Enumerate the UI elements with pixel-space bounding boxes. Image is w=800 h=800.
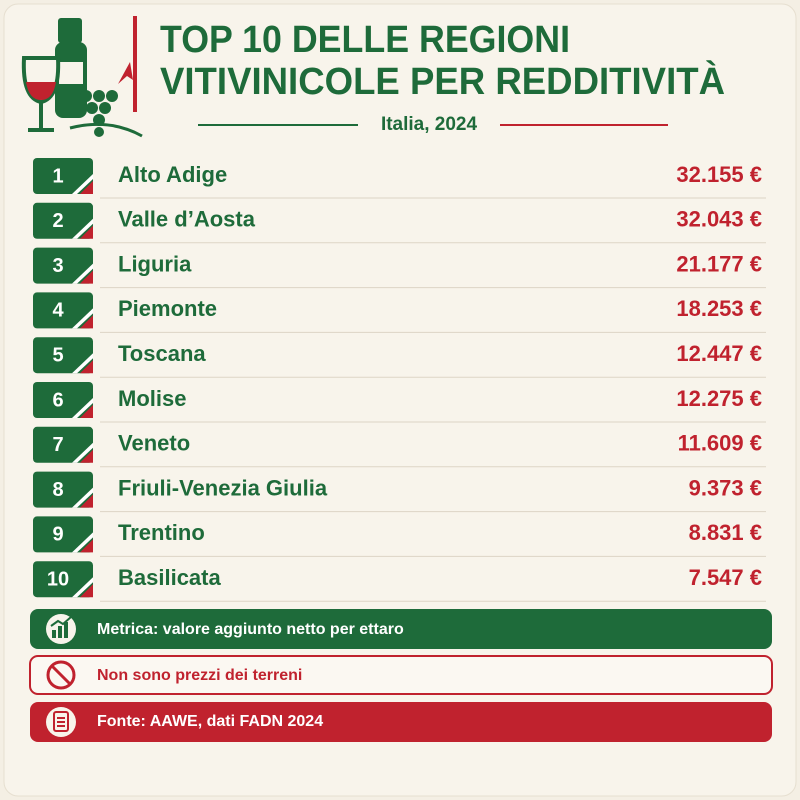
table-row: 8 Friuli-Venezia Giulia 9.373 € [33,471,766,513]
region-name: Basilicata [118,565,221,590]
region-name: Molise [118,386,186,411]
note-box [29,655,773,695]
badge-stripe [80,360,93,374]
note-box [30,702,772,742]
rank: 10 [47,568,69,590]
badge-stripe [72,218,93,239]
badge-stripe [72,308,93,329]
badge-stripe [72,442,93,463]
rank: 6 [52,389,63,411]
rank-badge [33,202,93,239]
table-row: 1 Alto Adige 32.155 € [33,158,766,199]
table-row: 10 Basilicata 7.547 € [33,561,766,602]
chart-icon [46,614,76,644]
badge-stripe [72,353,93,374]
rank-badge [33,516,93,553]
badge-stripe [80,270,93,284]
region-value: 21.177 € [676,251,762,276]
logo [21,16,143,138]
badge-stripe [80,181,93,194]
rank-badge [33,292,93,329]
table-row: 5 Toscana 12.447 € [33,337,766,378]
table-row: 4 Piemonte 18.253 € [33,292,766,333]
rank: 9 [52,524,63,546]
region-value: 12.275 € [676,386,762,411]
badge-stripe [80,405,93,418]
badge-stripe [72,487,93,508]
title-line: VITIVINICOLE PER REDDITIVITÀ [160,59,725,103]
badge-stripe [80,584,93,598]
rank-badge [33,247,93,284]
badge-stripe [80,539,93,553]
region-name: Piemonte [118,296,217,321]
rank-badge [33,337,93,374]
region-name: Friuli-Venezia Giulia [118,475,328,500]
badge-stripe [72,532,93,553]
region-value: 9.373 € [689,475,762,500]
region-name: Valle d’Aosta [118,207,256,232]
note: Fonte: AAWE, dati FADN 2024 [97,713,323,730]
region-name: Trentino [118,520,205,545]
badge-stripe [80,225,93,239]
rank-badge [33,382,93,418]
rank-badge [33,471,93,508]
table-row: 9 Trentino 8.831 € [33,516,766,557]
rank-badge [33,561,93,598]
table-row: 2 Valle d’Aosta 32.043 € [33,202,766,244]
region-value: 11.609 € [678,431,762,456]
badge-stripe [72,174,93,194]
rank: 4 [52,300,64,322]
document-icon [46,707,76,737]
rank-badge [33,158,93,194]
note: Metrica: valore aggiunto netto per ettar… [97,621,404,638]
region-name: Alto Adige [118,162,227,187]
rank: 5 [52,344,63,366]
region-value: 7.547 € [689,565,762,590]
region-name: Toscana [118,341,206,366]
badge-stripe [80,494,93,508]
rank-badge [33,426,93,463]
rank: 3 [52,255,63,277]
table-row: 7 Veneto 11.609 € [33,426,766,468]
region-value: 8.831 € [689,520,762,545]
badge-stripe [80,315,93,329]
note-box [30,609,772,649]
badge-stripe [72,398,93,418]
region-value: 32.155 € [676,162,762,187]
region-value: 32.043 € [676,207,762,232]
badge-stripe [80,449,93,463]
rank: 7 [52,434,63,456]
ranking-table: 1 Alto Adige 32.155 € 2 Valle d’Aosta 32.043 … [33,158,766,602]
prohibited-icon [46,660,76,690]
badge-stripe [72,577,93,598]
badge-stripe [72,263,93,284]
region-name: Veneto [118,431,190,456]
card [3,3,797,797]
region-value: 12.447 € [676,341,762,366]
table-row: 3 Liguria 21.177 € [33,247,766,289]
region-value: 18.253 € [676,296,762,321]
title-line: TOP 10 DELLE REGIONI [160,19,570,61]
table-row: 6 Molise 12.275 € [33,382,766,423]
region-name: Liguria [118,251,192,276]
note: Non sono prezzi dei terreni [97,667,302,684]
rank: 8 [52,479,63,501]
rank: 2 [52,210,63,232]
subtitle: Italia, 2024 [381,114,478,135]
rank: 1 [52,165,63,187]
